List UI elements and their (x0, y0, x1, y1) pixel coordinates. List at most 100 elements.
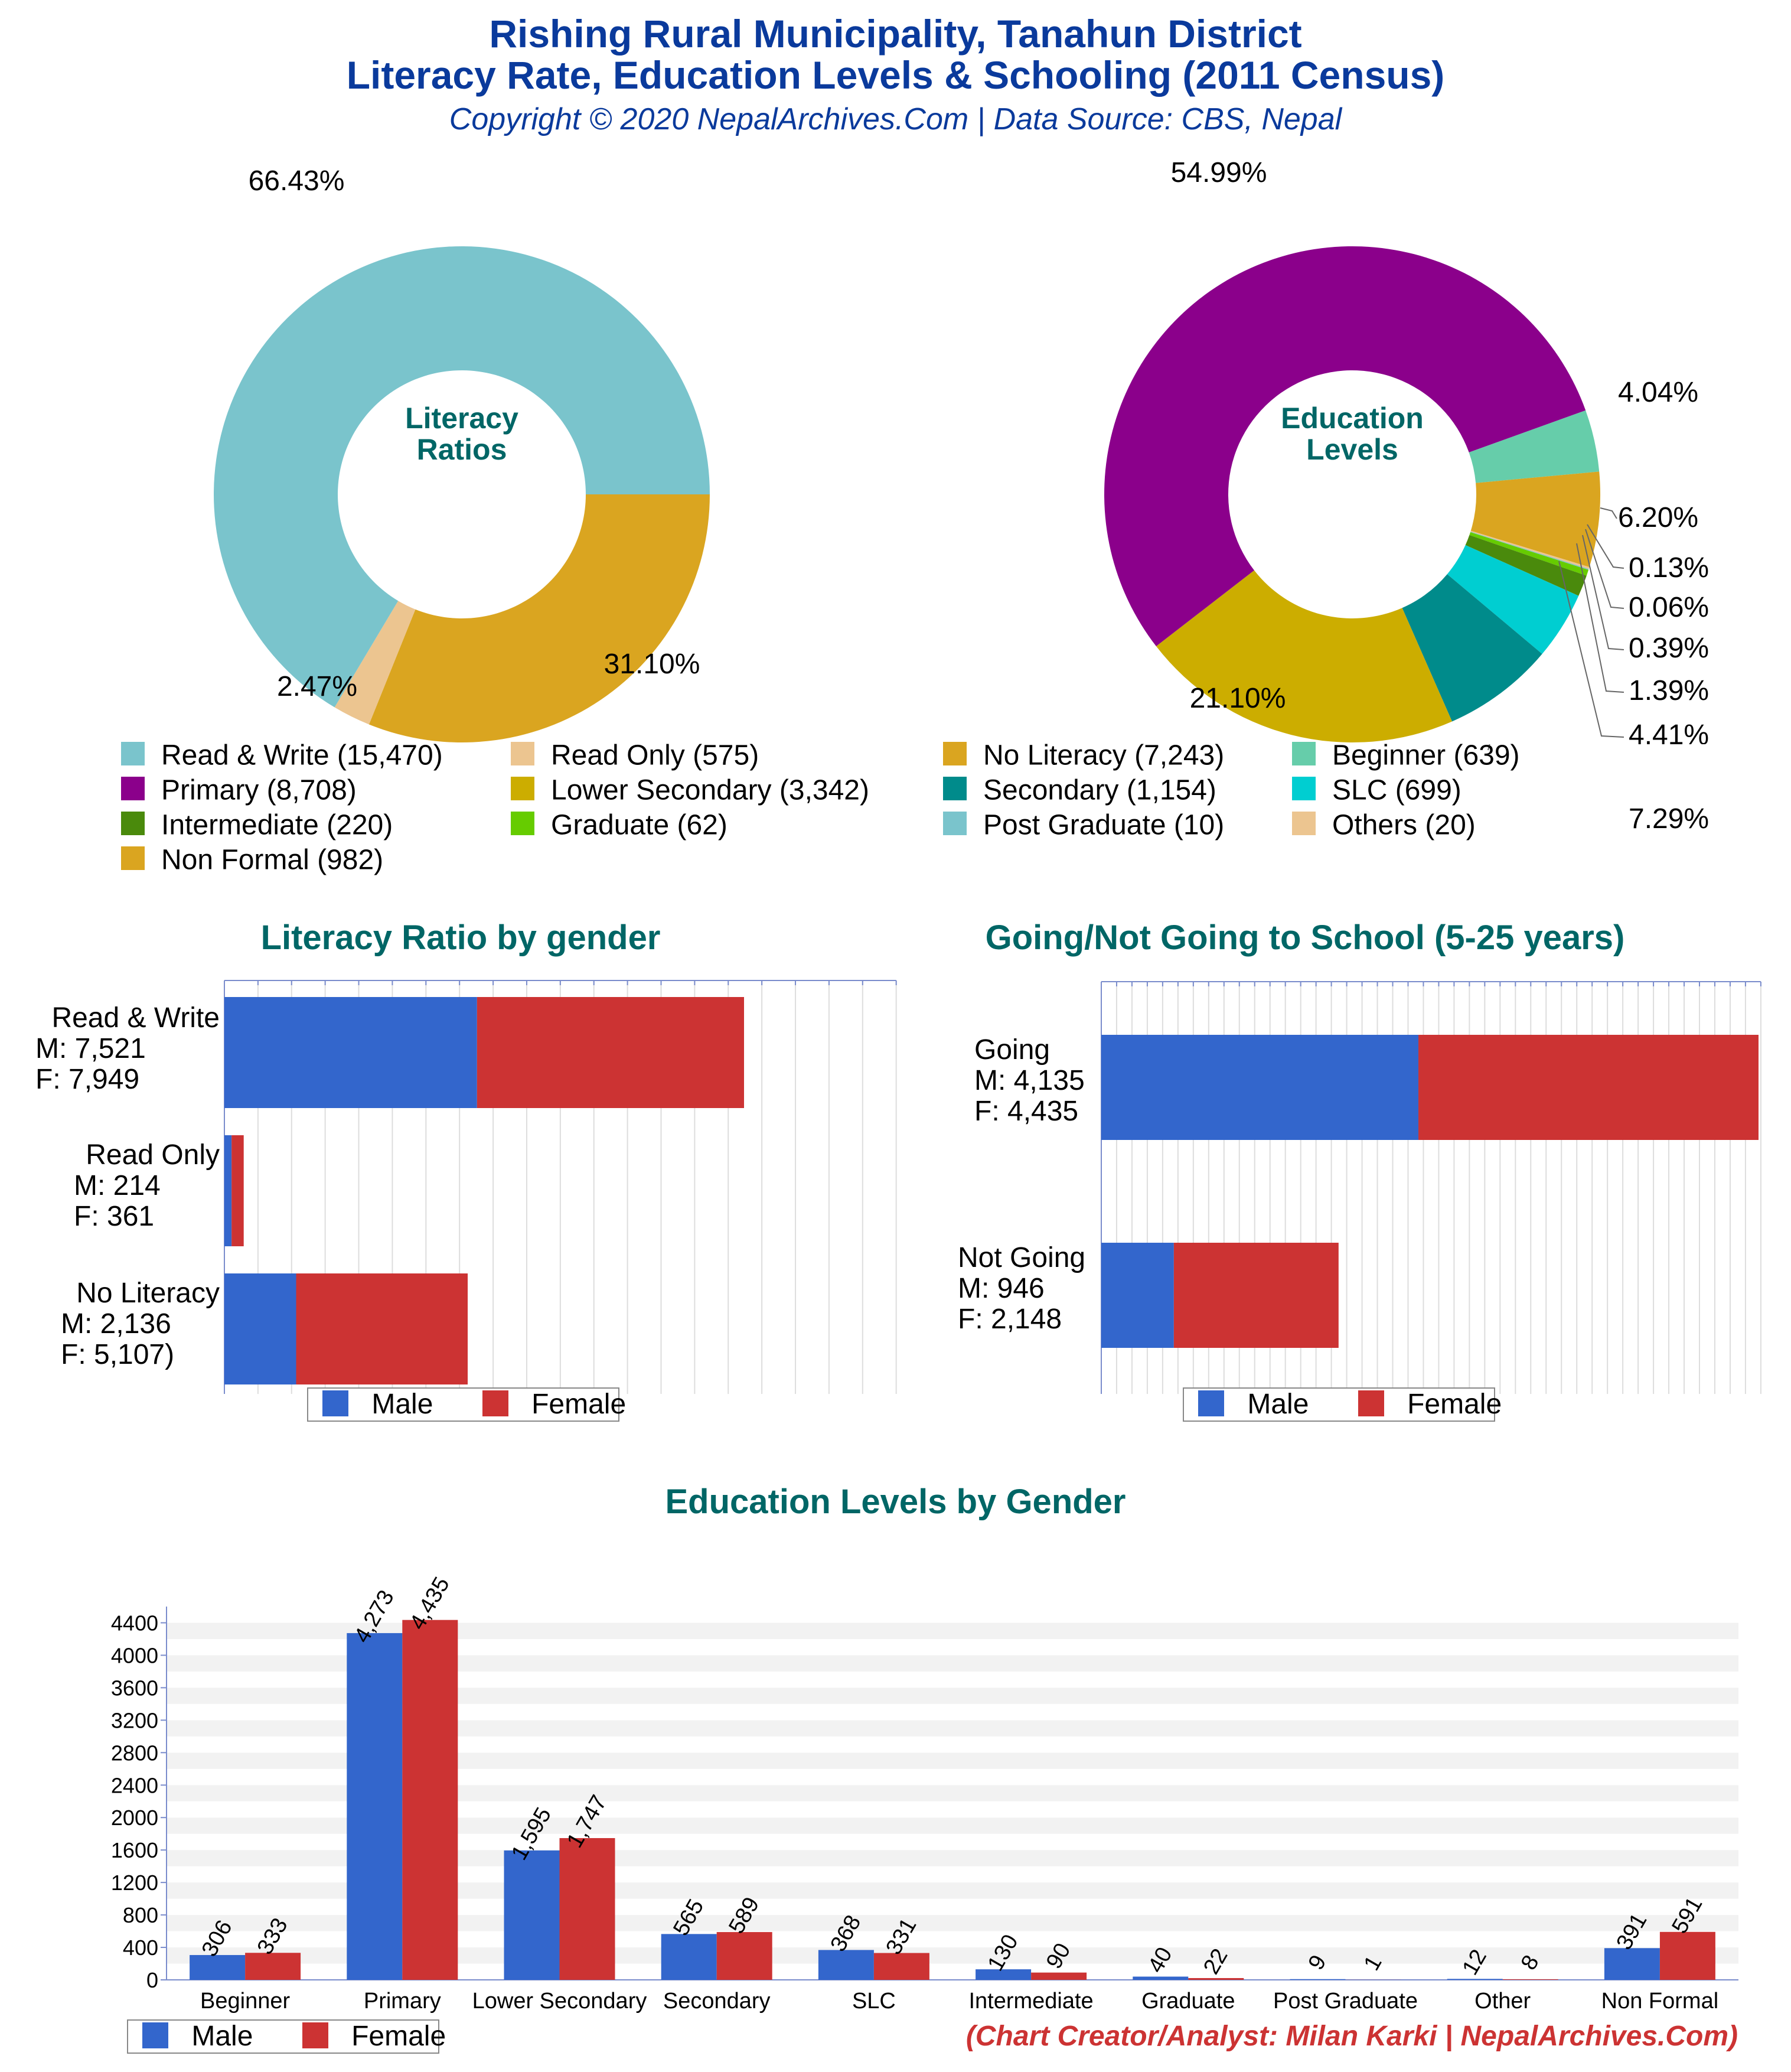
school-title: Going/Not Going to School (5-25 years) (985, 918, 1625, 957)
legend-swatch (1292, 742, 1316, 766)
education-donut-center-line2: Levels (1306, 433, 1398, 466)
bar-male-graduate (1133, 1976, 1189, 1980)
legend-swatch (1292, 777, 1316, 801)
pct-label-read-write: 66.43% (249, 165, 345, 197)
legend-swatch (511, 742, 534, 766)
y-tick-label: 1600 (111, 1838, 158, 1862)
legend-swatch (511, 777, 534, 801)
leader-lines (1558, 507, 1624, 738)
legend-item-graduate: Graduate (62) (511, 807, 728, 841)
edu-gender-yticks: 0 400 800 1200 1600 2000 2400 2800 3200 3600 4000 4… (111, 1611, 167, 1992)
y-tick-label: 0 (146, 1968, 158, 1992)
education-donut (1104, 246, 1600, 743)
bar-male-not-going (1101, 1243, 1174, 1348)
bar-female-lower-secondary (559, 1838, 615, 1980)
slice-beginner (1469, 410, 1600, 483)
education-donut-center-line1: Education (1281, 402, 1424, 435)
bar-female-no-literacy (296, 1273, 468, 1384)
literacy-donut-center-line2: Ratios (417, 433, 507, 466)
category-label-slc: SLC (852, 1989, 896, 2014)
legend-swatch (511, 812, 534, 836)
bar-female-read-only (231, 1135, 244, 1246)
bar-female-graduate (1188, 1977, 1244, 1980)
legend-swatch (121, 846, 145, 871)
bar-female-non-formal (1659, 1931, 1715, 1980)
literacy-gender-chart (224, 980, 897, 1394)
pct-label-intermediate: 1.39% (1629, 675, 1709, 706)
legend-item-primary: Primary (8,708) (121, 772, 357, 806)
literacy-donut-center-line1: Literacy (405, 402, 518, 435)
bar-male-secondary (661, 1934, 717, 1980)
legend-item-read-write: Read & Write (15,470) (121, 737, 443, 771)
legend-swatch (1292, 812, 1316, 836)
pct-label-no-literacy: 31.10% (604, 649, 700, 680)
y-tick-label: 4400 (111, 1611, 158, 1635)
credit-text: (Chart Creator/Analyst: Milan Karki | Ne… (965, 2021, 1738, 2052)
y-tick-label: 1200 (111, 1871, 158, 1895)
legend-swatch-female (482, 1390, 508, 1417)
pct-label-read-only: 2.47% (277, 671, 357, 702)
pct-label-lower-secondary: 21.10% (1190, 683, 1286, 714)
legend-swatch (943, 742, 967, 766)
y-tick-label: 800 (123, 1903, 158, 1927)
edu-gender-legend: Male Female (127, 2019, 446, 2054)
legend-swatch-female (1358, 1390, 1384, 1417)
edu-gender-chart: 0 400 800 1200 1600 2000 2400 2800 3200 3600 4000 4… (111, 1573, 1738, 2014)
page-title-line2: Literacy Rate, Education Levels & School… (346, 53, 1445, 97)
legend-swatch (121, 777, 145, 801)
slice-non-formal (1470, 471, 1600, 568)
legend-swatch-male (322, 1390, 348, 1417)
bar-male-slc (818, 1950, 874, 1980)
bar-female-other (1502, 1979, 1558, 1980)
legend-swatch-male (1198, 1390, 1224, 1417)
y-tick-label: 3600 (111, 1676, 158, 1700)
y-tick-label: 3200 (111, 1708, 158, 1732)
edu-gender-category-labels: Beginner Primary Lower Secondary Secondary S… (200, 1989, 1718, 2014)
bar-female-beginner (245, 1953, 301, 1980)
literacy-row-label-read-only: Read Only M: 214 F: 361 (74, 1139, 220, 1232)
literacy-donut (213, 246, 710, 742)
literacy-gender-bars (224, 997, 744, 1384)
y-tick-label: 400 (123, 1936, 158, 1960)
school-row-label-going: Going M: 4,135 F: 4,435 (974, 1034, 1085, 1127)
bar-male-no-literacy (224, 1273, 296, 1384)
legend-swatch-female (302, 2022, 328, 2049)
category-label-beginner: Beginner (200, 1989, 290, 2014)
bar-male-going (1101, 1035, 1419, 1140)
bar-male-post-graduate (1290, 1979, 1346, 1980)
edu-gender-bars (190, 1620, 1715, 1980)
pct-label-slc: 4.41% (1629, 719, 1709, 744)
slice-read-only (334, 601, 416, 725)
category-label-non-formal: Non Formal (1601, 1989, 1719, 2014)
legend-item-post-graduate: Post Graduate (10) (943, 807, 1224, 841)
slice-post-graduate (1470, 532, 1589, 570)
pct-label-beginner: 4.04% (1618, 377, 1698, 408)
slice-secondary (1402, 574, 1542, 722)
category-label-intermediate: Intermediate (968, 1989, 1093, 2014)
category-label-primary: Primary (364, 1989, 441, 2014)
school-legend: Male Female (1183, 1387, 1502, 1422)
legend-item-secondary: Secondary (1,154) (943, 772, 1216, 806)
bar-male-primary (347, 1633, 403, 1980)
legend-item-beginner: Beginner (639) (1292, 737, 1520, 771)
literacy-gender-legend: Male Female (307, 1387, 626, 1422)
category-label-lower-secondary: Lower Secondary (472, 1989, 647, 2014)
page-title: Rishing Rural Municipality, Tanahun Dist… (489, 12, 1302, 56)
pct-label-primary: 54.99% (1171, 157, 1267, 188)
literacy-row-label-read-write: Read & Write M: 7,521 F: 7,949 (35, 1002, 220, 1095)
legend-swatch-male (142, 2022, 168, 2049)
bar-female-read-write (477, 997, 744, 1108)
legend-item-intermediate: Intermediate (220) (121, 807, 393, 841)
slice-read-write (213, 246, 710, 708)
school-row-label-not-going: Not Going M: 946 F: 2,148 (958, 1242, 1086, 1335)
slice-lower-secondary (1156, 570, 1453, 743)
y-tick-label: 2000 (111, 1806, 158, 1830)
donut-charts: Literacy Ratios Education Levels 66.43% … (213, 157, 1709, 744)
legend-item-others: Others (20) (1292, 807, 1476, 841)
bar-female-going (1418, 1035, 1759, 1140)
slice-no-literacy (368, 494, 710, 742)
y-tick-label: 2400 (111, 1773, 158, 1797)
pct-label-non-formal: 6.20% (1618, 502, 1698, 533)
bar-male-non-formal (1604, 1948, 1660, 1980)
bar-female-not-going (1173, 1243, 1339, 1348)
